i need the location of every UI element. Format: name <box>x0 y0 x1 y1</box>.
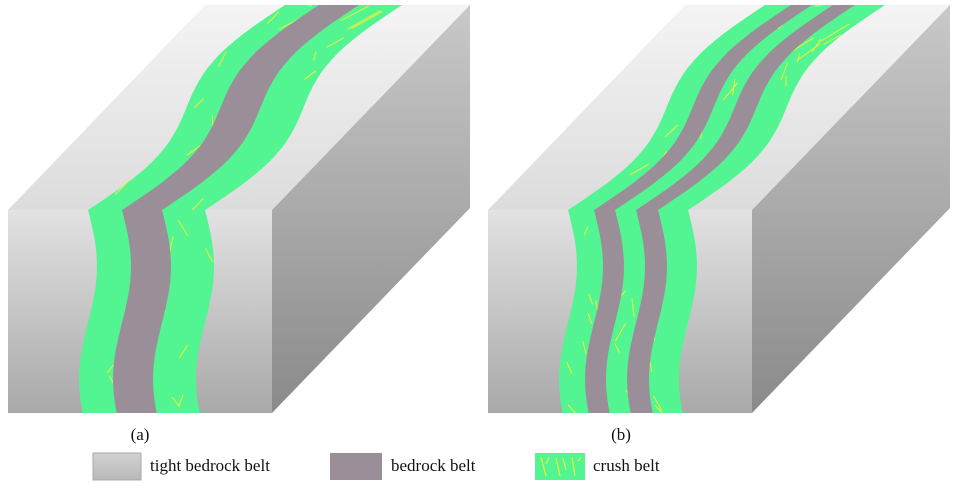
legend-swatch <box>330 453 382 480</box>
bedrock-belt <box>113 5 359 413</box>
legend-label: bedrock belt <box>391 456 476 475</box>
blocks <box>8 4 950 414</box>
side-face <box>272 5 470 413</box>
panel-label: (a) <box>131 425 150 444</box>
side-face <box>752 5 950 413</box>
legend-swatch <box>535 453 585 480</box>
panel-label: (b) <box>611 425 631 444</box>
legend-swatch <box>92 452 142 481</box>
legend-label: tight bedrock belt <box>150 456 270 475</box>
legend-label: crush belt <box>593 456 660 475</box>
